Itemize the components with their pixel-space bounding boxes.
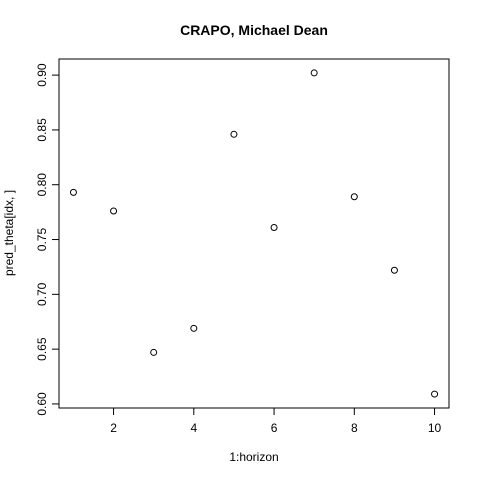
data-point xyxy=(310,69,318,77)
y-tick-label: 0.60 xyxy=(35,392,49,416)
x-tick-label: 8 xyxy=(351,421,358,435)
x-axis-label: 1:horizon xyxy=(229,450,278,464)
y-axis: 0.60 0.65 0.70 0.75 0.80 0.85 0.90 xyxy=(35,63,60,416)
x-axis: 2 4 6 8 10 xyxy=(110,407,442,435)
data-point xyxy=(350,193,358,201)
x-tick-label: 2 xyxy=(110,421,117,435)
data-point xyxy=(110,207,118,215)
x-tick-label: 4 xyxy=(190,421,197,435)
y-tick-label: 0.85 xyxy=(35,118,49,142)
plot-frame xyxy=(58,58,450,409)
y-tick-label: 0.90 xyxy=(35,63,49,87)
data-points xyxy=(69,69,439,398)
data-point xyxy=(431,390,439,398)
x-tick-label: 6 xyxy=(271,421,278,435)
y-tick-label: 0.70 xyxy=(35,282,49,306)
y-tick-label: 0.65 xyxy=(35,337,49,361)
data-point xyxy=(230,130,238,138)
x-tick-label: 10 xyxy=(428,421,442,435)
y-tick-label: 0.80 xyxy=(35,173,49,197)
chart-title: CRAPO, Michael Dean xyxy=(180,22,328,38)
y-axis-label: pred_theta[idx, ] xyxy=(2,190,16,276)
data-point xyxy=(270,223,278,231)
y-tick-label: 0.75 xyxy=(35,228,49,252)
data-point xyxy=(390,266,398,274)
data-point xyxy=(69,188,77,196)
data-point xyxy=(190,324,198,332)
data-point xyxy=(150,348,158,356)
